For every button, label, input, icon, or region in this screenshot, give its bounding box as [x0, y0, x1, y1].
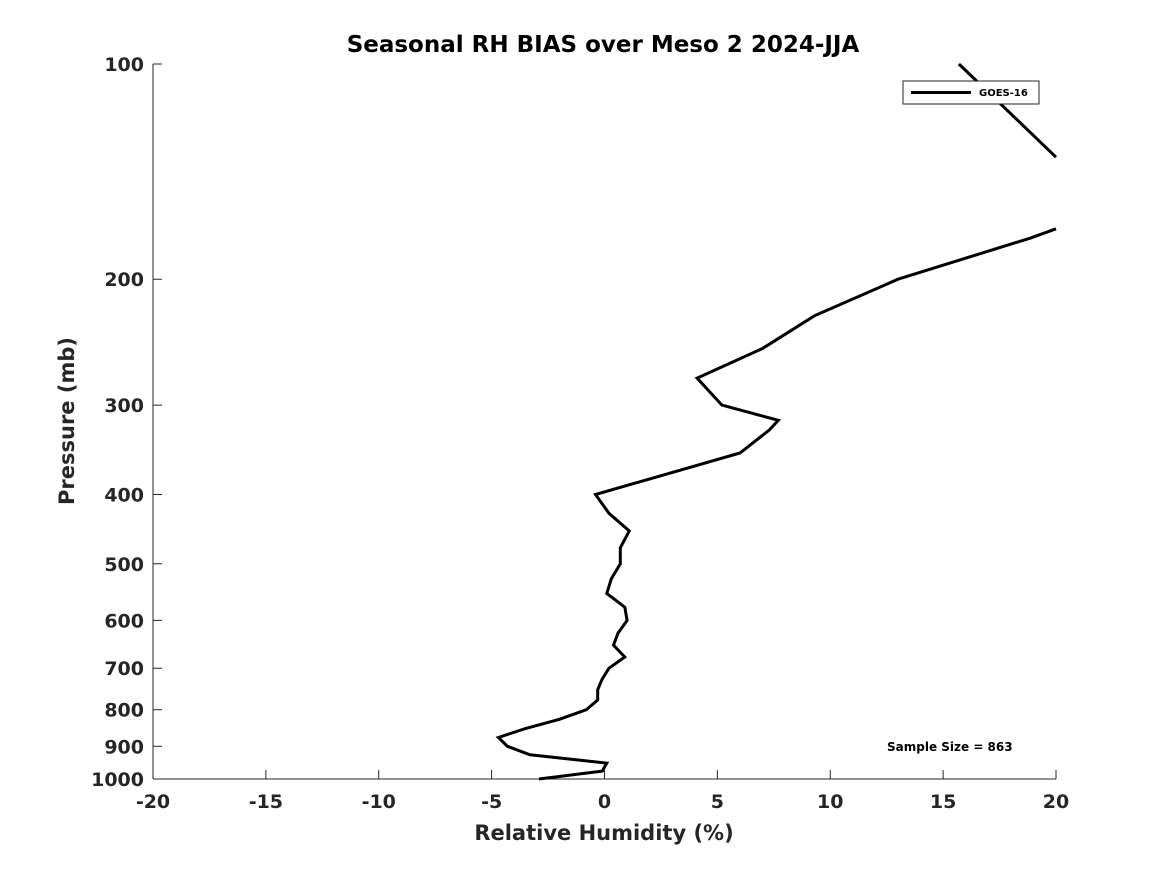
series-line-goes-16: [495, 227, 1057, 781]
y-tick-label: 600: [104, 610, 144, 632]
x-tick-label: 0: [598, 791, 611, 813]
y-tick-label: 300: [104, 395, 144, 417]
y-tick-label: 800: [104, 700, 144, 722]
x-tick-label: 10: [817, 791, 843, 813]
y-tick-label: 400: [104, 484, 144, 506]
y-tick-label: 900: [104, 736, 144, 758]
y-tick-label: 200: [104, 269, 144, 291]
legend-label-goes-16: GOES-16: [979, 88, 1028, 99]
y-axis-label: Pressure (mb): [55, 337, 79, 505]
x-axis-label: Relative Humidity (%): [474, 821, 733, 845]
y-tick-label: 700: [104, 658, 144, 680]
y-tick-label: 1000: [91, 769, 144, 791]
x-tick-label: -20: [136, 791, 170, 813]
legend: GOES-16: [902, 80, 1040, 105]
y-tick-label: 100: [104, 54, 144, 76]
x-tick-label: 5: [711, 791, 724, 813]
x-tick-label: -10: [362, 791, 396, 813]
x-tick-label: -15: [249, 791, 283, 813]
x-tick-label: -5: [481, 791, 502, 813]
ticks-layer: -20 -15 -10 -5 0 5 10 15 20 100 200 300 400 500 600 700…: [91, 54, 1069, 813]
chart-title: Seasonal RH BIAS over Meso 2 2024-JJA: [347, 32, 860, 58]
sample-size-annotation: Sample Size = 863: [887, 740, 1013, 754]
x-tick-label: 15: [930, 791, 956, 813]
y-tick-label: 500: [104, 554, 144, 576]
x-tick-label: 20: [1043, 791, 1069, 813]
